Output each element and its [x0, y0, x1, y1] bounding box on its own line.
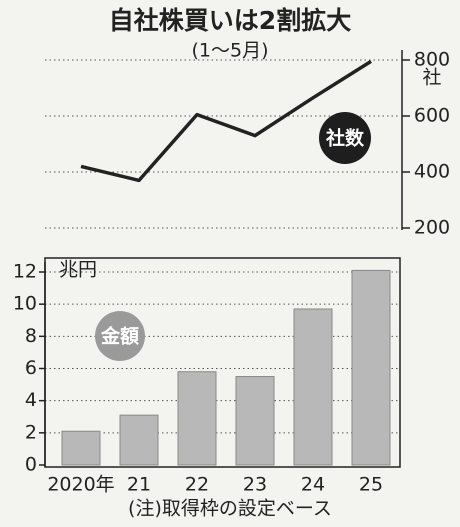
- x-tick-label: 21: [127, 474, 151, 496]
- x-tick-label: 22: [185, 474, 209, 496]
- y-tick-label: 6: [25, 357, 37, 379]
- x-tick-label: 25: [359, 474, 383, 496]
- chart-subtitle: (1～5月): [191, 40, 268, 62]
- y-tick-label: 800: [414, 49, 450, 71]
- bar: [119, 414, 159, 466]
- y-tick-label: 600: [414, 105, 450, 127]
- line: [80, 59, 372, 183]
- chart-title: 自社株買いは2割拡大: [109, 6, 351, 35]
- y-tick-label: 8: [25, 325, 37, 347]
- y-tick-label: 400: [414, 161, 450, 183]
- y-tick-label: 10: [13, 293, 37, 315]
- x-tick-label: 23: [243, 474, 267, 496]
- badge-label: 金額: [100, 325, 139, 348]
- bar: [177, 371, 217, 466]
- badge-circle: [319, 112, 371, 164]
- x-tick-label: 2020年: [47, 474, 114, 496]
- y-tick-label: 0: [25, 454, 37, 476]
- y-tick-label: 4: [25, 389, 37, 411]
- bar: [235, 376, 275, 466]
- bar: [351, 269, 391, 466]
- axis-unit: 社: [422, 67, 441, 89]
- x-tick-label: 24: [301, 474, 325, 496]
- bar: [61, 430, 101, 466]
- y-tick-label: 2: [25, 421, 37, 443]
- badge-label: 社数: [325, 127, 365, 150]
- y-tick-label: 12: [13, 261, 37, 283]
- bar: [293, 308, 333, 466]
- y-tick-label: 200: [414, 217, 450, 239]
- badge-circle: [95, 311, 145, 361]
- chart-note: (注)取得枠の設定ベース: [128, 498, 332, 520]
- axis-unit: 兆円: [59, 259, 97, 281]
- plot-frame: [44, 257, 401, 468]
